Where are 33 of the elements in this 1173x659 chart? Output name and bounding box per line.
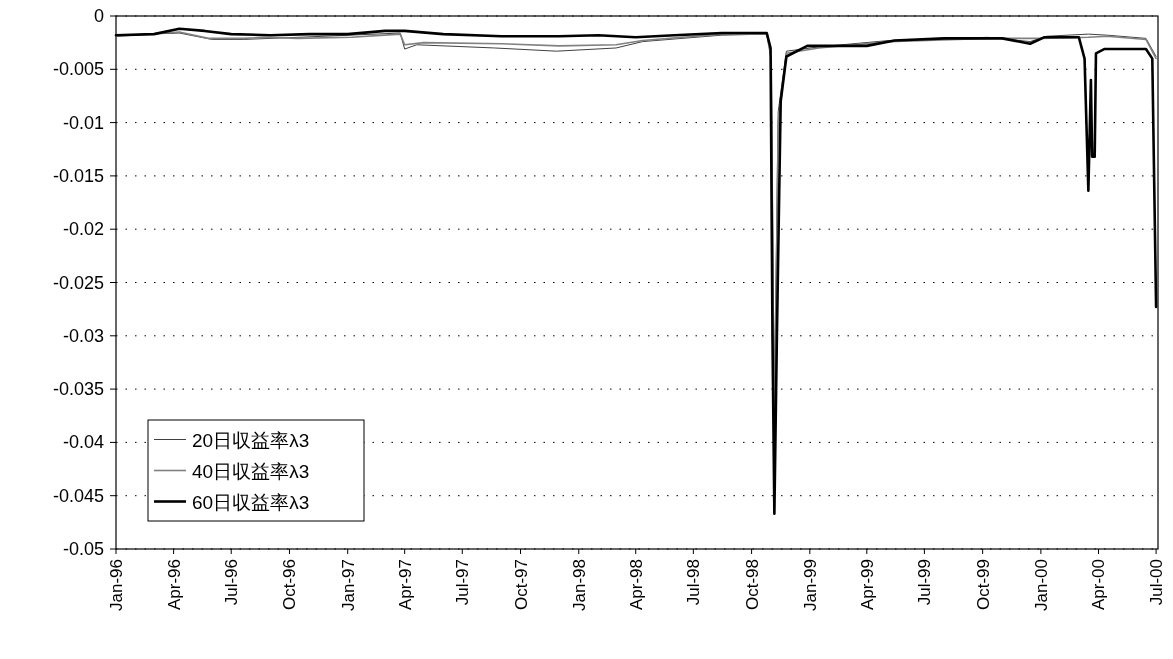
legend-label: 40日収益率λ3 xyxy=(192,460,310,482)
x-tick-label: Oct-98 xyxy=(742,559,762,611)
x-tick-label: Jul-97 xyxy=(453,559,473,606)
x-tick-label: Jan-97 xyxy=(338,559,358,611)
x-tick-label: Oct-99 xyxy=(973,559,993,611)
x-tick-label: Jan-98 xyxy=(569,559,589,611)
x-tick-label: Jul-98 xyxy=(684,559,704,606)
x-tick-label: Apr-99 xyxy=(857,559,877,611)
y-tick-label: -0.05 xyxy=(62,539,104,559)
y-tick-label: -0.045 xyxy=(52,485,104,506)
y-tick-label: -0.01 xyxy=(62,112,104,133)
x-tick-label: Apr-98 xyxy=(626,559,646,611)
y-tick-label: -0.02 xyxy=(62,219,104,240)
x-tick-label: Apr-97 xyxy=(395,559,415,611)
y-tick-label: -0.025 xyxy=(52,272,104,293)
x-tick-label: Oct-96 xyxy=(280,559,300,611)
y-tick-label: -0.035 xyxy=(52,379,104,400)
x-tick-label: Oct-97 xyxy=(511,559,531,611)
x-tick-label: Jan-00 xyxy=(1031,559,1051,611)
x-tick-label: Apr-00 xyxy=(1089,559,1109,611)
legend-label: 20日収益率λ3 xyxy=(192,429,310,451)
x-tick-label: Jan-96 xyxy=(107,559,126,611)
y-tick-label: 0 xyxy=(93,6,104,26)
y-tick-label: -0.04 xyxy=(62,432,104,453)
x-tick-label: Jul-99 xyxy=(915,559,935,606)
x-tick-label: Jul-96 xyxy=(222,559,242,606)
legend-label: 60日収益率λ3 xyxy=(192,491,310,513)
y-tick-label: -0.005 xyxy=(52,59,104,80)
x-tick-label: Jan-99 xyxy=(800,559,820,611)
y-tick-label: -0.03 xyxy=(62,325,104,346)
x-tick-label: Apr-96 xyxy=(164,559,184,611)
x-tick-label: Jul-00 xyxy=(1147,559,1167,606)
y-tick-label: -0.015 xyxy=(52,165,104,186)
